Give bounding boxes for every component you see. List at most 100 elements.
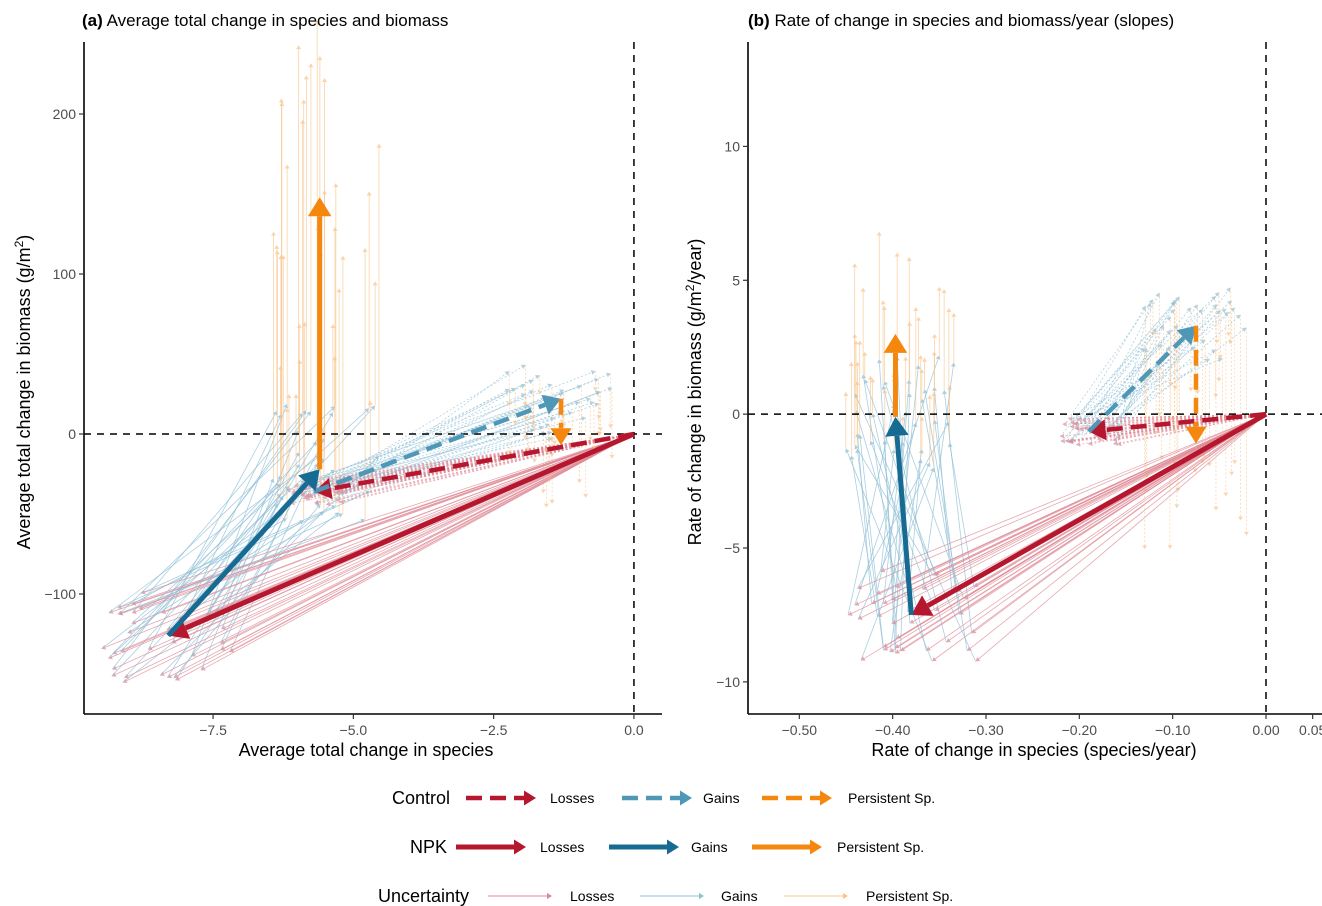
uncertainty-control-gain-arrow bbox=[1069, 343, 1162, 442]
uncertainty-loss-arrow bbox=[935, 413, 1267, 576]
uncertainty-control-persistent-arrow bbox=[597, 391, 603, 436]
uncertainty-loss-arrow bbox=[175, 433, 635, 681]
uncertainty-control-persistent-arrow bbox=[1213, 349, 1219, 511]
uncertainty-control-gain-arrow bbox=[338, 402, 599, 494]
uncertainty-persistent-arrow bbox=[931, 391, 937, 468]
uncertainty-loss-arrow bbox=[889, 413, 1267, 653]
uncertainty-gain-arrow bbox=[854, 393, 977, 662]
uncertainty-control-gain-arrow bbox=[1079, 296, 1180, 430]
uncertainty-persistent-arrow bbox=[300, 119, 306, 414]
uncertainty-gain-arrow bbox=[112, 441, 318, 655]
uncertainty-control-gain-arrow bbox=[305, 372, 611, 497]
uncertainty-loss-arrow bbox=[131, 433, 635, 625]
uncertainty-persistent-arrow bbox=[906, 256, 912, 380]
uncertainty-control-persistent-arrow bbox=[540, 426, 546, 494]
y-tick-label: 200 bbox=[53, 106, 77, 122]
legend-label: Persistent Sp. bbox=[848, 790, 935, 806]
uncertainty-persistent-arrow bbox=[848, 361, 854, 456]
panel-a: (a) Average total change in species and … bbox=[12, 11, 662, 760]
y-tick-label: −100 bbox=[44, 586, 76, 602]
uncertainty-persistent-arrow bbox=[301, 99, 307, 521]
uncertainty-persistent-arrow bbox=[857, 340, 863, 435]
y-tick-label: 5 bbox=[732, 272, 740, 288]
uncertainty-persistent-arrow bbox=[882, 389, 888, 441]
control-lossesarrow bbox=[1088, 411, 1267, 441]
x-axis-label-b: Rate of change in species (species/year) bbox=[871, 740, 1196, 760]
uncertainty-layer-a bbox=[101, 20, 635, 684]
uncertainty-control-gain-arrow bbox=[305, 375, 540, 500]
uncertainty-persistent-arrow bbox=[314, 20, 320, 442]
uncertainty-control-persistent-arrow bbox=[591, 402, 597, 450]
uncertainty-loss-arrow bbox=[122, 433, 635, 684]
uncertainty-gain-arrow bbox=[173, 504, 321, 678]
uncertainty-persistent-arrow bbox=[296, 323, 302, 453]
uncertainty-persistent-arrow bbox=[947, 385, 953, 443]
legend-label: Persistent Sp. bbox=[837, 839, 924, 855]
uncertainty-control-loss-arrow bbox=[1076, 413, 1267, 422]
x-tick-label: 0.00 bbox=[1252, 722, 1279, 738]
uncertainty-control-persistent-arrow bbox=[537, 375, 543, 395]
uncertainty-persistent-arrow bbox=[372, 281, 378, 406]
uncertainty-gain-arrow bbox=[942, 390, 973, 634]
uncertainty-loss-arrow bbox=[201, 433, 635, 671]
legend: Control Losses Gains Persistent Sp. NPK Losse… bbox=[378, 788, 953, 906]
uncertainty-control-loss-arrow bbox=[305, 433, 635, 498]
uncertainty-control-gain-arrow bbox=[1115, 346, 1170, 429]
x-tick-label: −0.50 bbox=[782, 722, 818, 738]
uncertainty-control-gain-arrow bbox=[1075, 347, 1145, 430]
uncertainty-control-gain-arrow bbox=[342, 384, 526, 488]
uncertainty-control-persistent-arrow bbox=[543, 432, 549, 453]
uncertainty-gain-arrow bbox=[108, 456, 320, 614]
uncertainty-control-persistent-arrow bbox=[523, 364, 529, 421]
uncertainty-gain-arrow bbox=[880, 449, 897, 572]
uncertainty-loss-arrow bbox=[883, 413, 1267, 651]
uncertainty-gain-arrow bbox=[167, 463, 300, 678]
uncertainty-control-persistent-arrow bbox=[506, 371, 512, 455]
legend-key-solid bbox=[456, 839, 526, 855]
uncertainty-control-persistent-arrow bbox=[1142, 347, 1148, 550]
uncertainty-persistent-arrow bbox=[862, 351, 868, 380]
legend-key-thin bbox=[640, 892, 704, 900]
uncertainty-control-persistent-arrow bbox=[1232, 307, 1238, 465]
legend-label: Losses bbox=[540, 839, 584, 855]
x-axis-label-a: Average total change in species bbox=[239, 740, 494, 760]
uncertainty-control-gain-arrow bbox=[1068, 339, 1206, 443]
uncertainty-persistent-arrow bbox=[913, 307, 919, 423]
uncertainty-control-gain-arrow bbox=[302, 387, 516, 489]
uncertainty-gain-arrow bbox=[117, 518, 366, 615]
y-tick-label: −10 bbox=[716, 674, 740, 690]
uncertainty-control-gain-arrow bbox=[1112, 324, 1165, 441]
uncertainty-loss-arrow bbox=[221, 433, 635, 630]
uncertainty-persistent-arrow bbox=[279, 102, 285, 476]
uncertainty-gain-arrow bbox=[860, 467, 935, 661]
uncertainty-control-gain-arrow bbox=[293, 384, 582, 487]
uncertainty-persistent-arrow bbox=[852, 333, 858, 445]
x-tick-label: −0.10 bbox=[1155, 722, 1191, 738]
uncertainty-control-persistent-arrow bbox=[1174, 299, 1180, 509]
uncertainty-control-loss-arrow bbox=[1074, 413, 1267, 431]
uncertainty-persistent-arrow bbox=[321, 430, 327, 512]
control-gainsarrow bbox=[313, 394, 561, 494]
uncertainty-control-persistent-arrow bbox=[1143, 305, 1149, 494]
uncertainty-gain-arrow bbox=[857, 434, 884, 648]
uncertainty-control-persistent-arrow bbox=[1229, 300, 1235, 476]
uncertainty-control-gain-arrow bbox=[291, 436, 553, 493]
panel-b: (b) Rate of change in species and biomas… bbox=[683, 11, 1322, 760]
uncertainty-persistent-arrow bbox=[278, 98, 284, 415]
uncertainty-gain-arrow bbox=[112, 411, 311, 670]
uncertainty-control-persistent-arrow bbox=[552, 417, 558, 445]
uncertainty-control-persistent-arrow bbox=[1168, 330, 1174, 387]
legend-label: Gains bbox=[721, 888, 758, 904]
uncertainty-gain-arrow bbox=[120, 483, 281, 652]
uncertainty-persistent-arrow bbox=[919, 416, 925, 450]
uncertainty-control-gain-arrow bbox=[1068, 299, 1153, 420]
control-persistent-sp-arrow bbox=[550, 398, 572, 446]
uncertainty-control-loss-arrow bbox=[309, 433, 635, 499]
control-gainsarrow bbox=[1087, 325, 1196, 434]
uncertainty-control-gain-arrow bbox=[1110, 292, 1219, 427]
uncertainty-persistent-arrow bbox=[907, 321, 913, 393]
uncertainty-loss-arrow bbox=[883, 413, 1267, 605]
uncertainty-persistent-arrow bbox=[918, 355, 924, 460]
uncertainty-control-persistent-arrow bbox=[513, 388, 518, 426]
